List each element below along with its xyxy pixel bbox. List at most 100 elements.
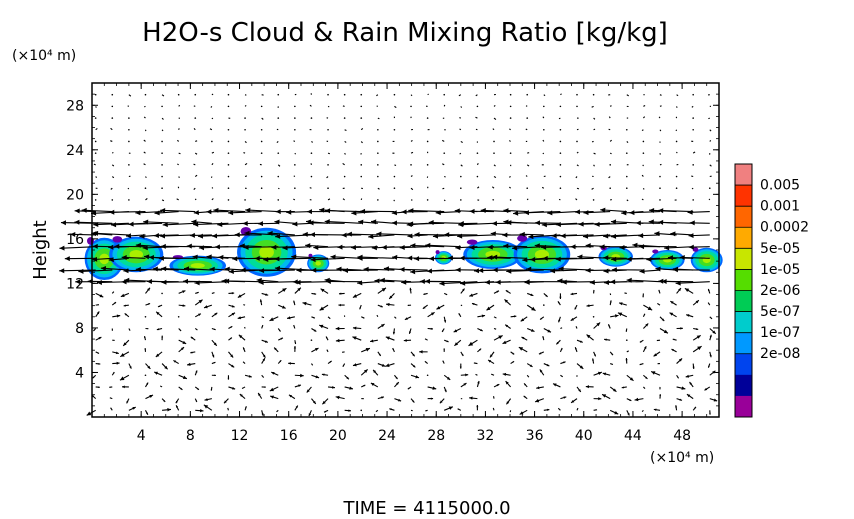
wind-vector — [410, 409, 413, 412]
wind-vector — [473, 362, 478, 365]
wind-vector-shaft — [610, 234, 644, 238]
wind-vector — [519, 231, 544, 237]
wind-vector — [526, 117, 529, 119]
wind-vector-head — [575, 177, 577, 178]
wind-vector — [618, 302, 627, 306]
wind-vector — [542, 116, 545, 119]
wind-vector-head — [262, 94, 264, 96]
wind-vector — [211, 339, 218, 347]
wind-vector-head — [243, 304, 245, 306]
wind-vector — [578, 221, 611, 227]
wind-vector — [459, 363, 462, 369]
wind-vector-shaft — [629, 211, 661, 214]
wind-vector-head — [561, 327, 563, 329]
wind-vector — [592, 93, 595, 96]
wind-vector-head — [415, 375, 420, 379]
wind-vector — [408, 208, 445, 214]
wind-vector — [583, 210, 611, 216]
wind-vector — [493, 176, 497, 179]
wind-vector-head — [600, 207, 606, 213]
colorbar-swatch — [735, 290, 752, 313]
wind-vector — [144, 129, 147, 132]
wind-vector-head — [375, 410, 377, 412]
wind-vector-head — [412, 353, 415, 357]
wind-vector-head — [211, 233, 218, 239]
wind-vector-head — [139, 233, 145, 239]
wind-vector — [407, 386, 412, 390]
colorbar-label: 1e-05 — [760, 262, 800, 278]
wind-vector — [361, 384, 366, 388]
wind-vector-head — [328, 198, 330, 200]
wind-vector — [310, 152, 313, 154]
wind-vector-head — [407, 304, 410, 306]
wind-vector-shaft — [159, 234, 196, 237]
wind-vector — [277, 359, 282, 364]
wind-vector-head — [380, 324, 385, 328]
wind-vector — [476, 152, 479, 154]
wind-vector — [659, 199, 661, 201]
wind-vector-head — [490, 231, 496, 237]
wind-vector — [559, 152, 562, 154]
wind-vector-head — [91, 210, 97, 216]
wind-vector — [294, 105, 296, 108]
wind-vector — [591, 105, 594, 108]
wind-vector — [539, 369, 545, 376]
wind-vector — [687, 209, 710, 215]
wind-vector — [377, 304, 383, 308]
wind-vector — [626, 164, 629, 166]
wind-vector-head — [489, 354, 493, 358]
wind-vector-head — [143, 254, 150, 260]
wind-vector-head — [578, 389, 581, 392]
wind-vector — [688, 244, 710, 250]
wind-vector — [460, 351, 464, 357]
wind-vector — [337, 244, 362, 250]
wind-vector — [93, 163, 96, 166]
wind-vector-head — [196, 153, 198, 155]
wind-vector — [641, 129, 644, 132]
wind-vector-head — [629, 210, 635, 216]
wind-vector-head — [230, 354, 234, 358]
wind-vector-head — [310, 257, 316, 263]
wind-vector — [676, 163, 679, 166]
wind-vector-shaft — [458, 222, 495, 226]
wind-vector — [327, 164, 329, 166]
wind-vector — [658, 116, 661, 119]
wind-vector-head — [262, 118, 264, 120]
wind-vector-head — [178, 186, 179, 188]
wind-vector-head — [404, 317, 408, 320]
wind-vector — [426, 199, 429, 201]
wind-vector — [591, 140, 594, 143]
wind-vector-head — [108, 244, 114, 250]
cloud-edge-fleck — [112, 236, 123, 243]
wind-vector — [410, 175, 413, 177]
wind-vector-head — [460, 280, 466, 286]
wind-vector — [209, 266, 229, 272]
wind-vector — [570, 398, 578, 404]
wind-vector — [178, 346, 185, 353]
wind-vector-head — [214, 312, 218, 316]
wind-vector-head — [642, 410, 643, 412]
wind-vector-head — [86, 411, 92, 416]
wind-vector — [669, 312, 677, 318]
wind-vector-head — [411, 188, 413, 190]
colorbar-swatch — [735, 185, 752, 207]
wind-vector-head — [399, 244, 405, 250]
wind-vector-head — [271, 244, 277, 250]
wind-vector — [277, 117, 280, 119]
wind-vector-head — [435, 210, 441, 216]
wind-vector — [270, 395, 279, 400]
wind-vector — [692, 334, 701, 341]
wind-vector — [708, 117, 710, 120]
wind-vector — [269, 386, 279, 392]
wind-vector-head — [194, 280, 200, 286]
wind-vector-shaft — [160, 209, 196, 213]
colorbar-swatch — [735, 206, 752, 228]
wind-vector — [707, 363, 711, 368]
wind-vector — [493, 152, 495, 154]
wind-vector-head — [212, 163, 214, 165]
colorbar-label: 0.005 — [760, 178, 800, 194]
wind-vector-head — [708, 302, 710, 304]
wind-vector-head — [197, 233, 204, 239]
wind-vector-head — [681, 386, 686, 390]
wind-vector — [427, 311, 435, 318]
